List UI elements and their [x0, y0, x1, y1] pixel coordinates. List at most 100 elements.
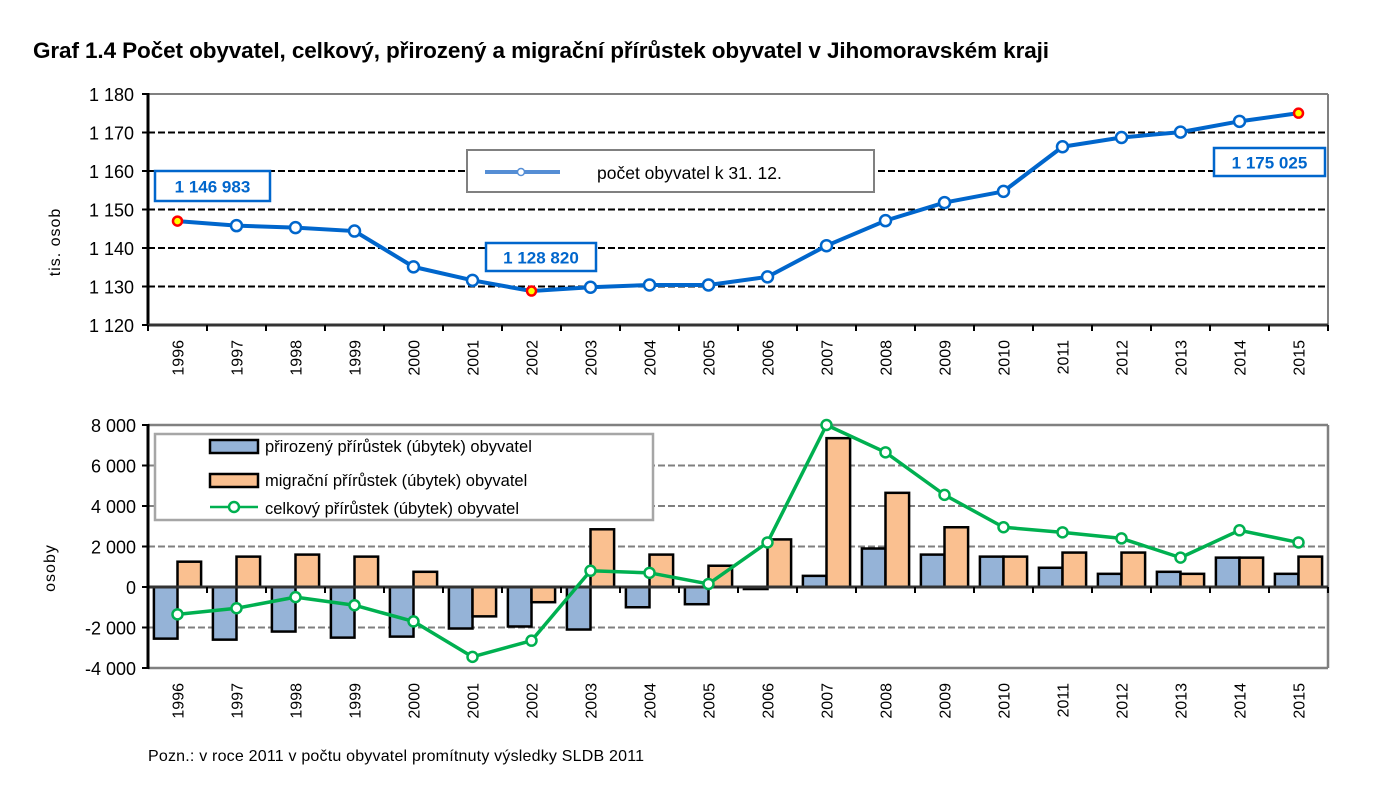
natural-increase-bar [978, 555, 1005, 589]
growth-y-tick-labels: -4 000 -2 000 0 2 000 4 000 6 000 8 000 [85, 416, 136, 679]
x-tick-label: 2002 [525, 340, 542, 376]
migration-increase-bar [1002, 555, 1029, 589]
x-tick-label: 2001 [466, 683, 483, 719]
legend-marker-swatch [516, 167, 526, 177]
x-tick-label: 1998 [289, 340, 306, 376]
total-increase-point [1233, 524, 1246, 537]
migration-increase-bar [589, 528, 616, 589]
natural-increase-bar [447, 585, 474, 630]
x-tick-label: 2003 [584, 683, 601, 719]
data-point [878, 213, 893, 228]
x-tick-label: 2008 [879, 340, 896, 376]
population-annotations: 1 146 983 1 128 820 1 175 025 [153, 146, 1327, 273]
x-tick-label: 1996 [171, 340, 188, 376]
growth-x-tick-labels: 1996 1997 1998 1999 2000 2001 2002 2003 2004 2005… [171, 683, 1309, 719]
total-increase-point [1174, 551, 1187, 564]
x-tick-label: 2015 [1292, 683, 1309, 719]
x-tick-label: 2013 [1174, 683, 1191, 719]
x-tick-label: 1998 [289, 683, 306, 719]
total-increase-point [1292, 536, 1305, 549]
total-increase-point [230, 602, 243, 615]
y-tick-label: 8 000 [91, 416, 136, 436]
data-label-box [1212, 146, 1327, 178]
total-increase-point [584, 564, 597, 578]
total-increase-point [761, 536, 774, 549]
total-increase-point [1115, 532, 1128, 545]
data-point [347, 224, 362, 238]
data-point [406, 260, 421, 274]
natural-increase-bar [860, 547, 887, 589]
x-tick-label: 2008 [879, 683, 896, 719]
chart-title: Graf 1.4 Počet obyvatel, celkový, přiroz… [33, 38, 1049, 63]
legend-label-population: počet obyvatel k 31. 12. [597, 163, 782, 183]
data-point [760, 270, 775, 284]
natural-increase-bar [1037, 566, 1064, 589]
total-increase-point [171, 608, 184, 621]
natural-increase-bar [388, 585, 415, 638]
x-tick-label: 1997 [230, 340, 247, 376]
natural-increase-bar [1155, 570, 1182, 589]
natural-increase-bar [1273, 572, 1300, 589]
data-point [701, 278, 716, 292]
population-line [177, 111, 1299, 294]
data-point [229, 218, 244, 233]
legend-label-migration: migrační přírůstek (úbytek) obyvatel [265, 472, 527, 490]
migration-increase-bar [1120, 551, 1147, 589]
data-label-box [153, 169, 272, 203]
x-tick-label: 2014 [1233, 683, 1250, 719]
total-increase-point [289, 590, 302, 604]
x-tick-label: 2000 [407, 683, 424, 719]
x-tick-label: 2010 [997, 340, 1014, 376]
total-increase-point [820, 418, 833, 432]
growth-total-series [171, 418, 1305, 664]
migration-increase-bar [943, 526, 970, 589]
migration-increase-bar [294, 553, 321, 589]
total-increase-point [997, 521, 1010, 534]
x-tick-label: 2007 [820, 340, 837, 376]
x-tick-label: 2001 [466, 340, 483, 376]
total-increase-point [702, 577, 715, 591]
growth-legend: přirozený přírůstek (úbytek) obyvatel mi… [153, 432, 655, 522]
data-point [288, 220, 303, 235]
data-label: 1 146 983 [175, 178, 251, 197]
x-tick-label: 1997 [230, 683, 247, 719]
migration-increase-bar [884, 491, 911, 589]
x-tick-label: 2010 [997, 683, 1014, 719]
total-increase-line [177, 423, 1299, 659]
highlighted-data-point [171, 215, 184, 227]
migration-increase-bar [353, 555, 380, 589]
population-chart: 1 120 1 130 1 140 1 150 1 160 1 170 1 180 1996… [47, 85, 1329, 376]
x-tick-label: 2000 [407, 340, 424, 376]
total-increase-point [1056, 526, 1069, 539]
data-point [937, 195, 952, 210]
data-label: 1 128 820 [503, 249, 579, 268]
natural-increase-bar [329, 585, 356, 639]
data-point [819, 238, 834, 253]
data-point [1173, 125, 1188, 139]
legend-swatch-migration [208, 472, 260, 489]
x-tick-label: 2004 [643, 683, 660, 719]
x-tick-label: 2004 [643, 340, 660, 376]
y-tick-label: 0 [126, 578, 136, 598]
migration-increase-bar [1179, 572, 1206, 589]
legend-swatch-total-marker [227, 500, 241, 514]
data-point [465, 273, 480, 288]
population-y-axis-label: tis. osob [47, 208, 64, 277]
population-series [171, 107, 1305, 297]
total-increase-point [466, 650, 479, 664]
x-tick-label: 2012 [1115, 683, 1132, 719]
y-tick-label: 1 120 [89, 316, 134, 336]
population-x-tick-labels: 1996 1997 1998 1999 2000 2001 2002 2003 2004 2005… [171, 340, 1309, 376]
growth-bars [152, 436, 1324, 641]
x-tick-label: 2005 [702, 683, 719, 719]
x-tick-label: 1999 [348, 340, 365, 376]
y-tick-label: -2 000 [85, 619, 136, 639]
population-legend: počet obyvatel k 31. 12. [466, 149, 875, 193]
highlighted-data-point [525, 285, 538, 297]
migration-increase-bar [471, 585, 498, 618]
natural-increase-bar [624, 585, 651, 609]
footnote: Pozn.: v roce 2011 v počtu obyvatel prom… [148, 748, 645, 765]
x-tick-label: 2014 [1233, 340, 1250, 376]
data-point [642, 278, 657, 292]
